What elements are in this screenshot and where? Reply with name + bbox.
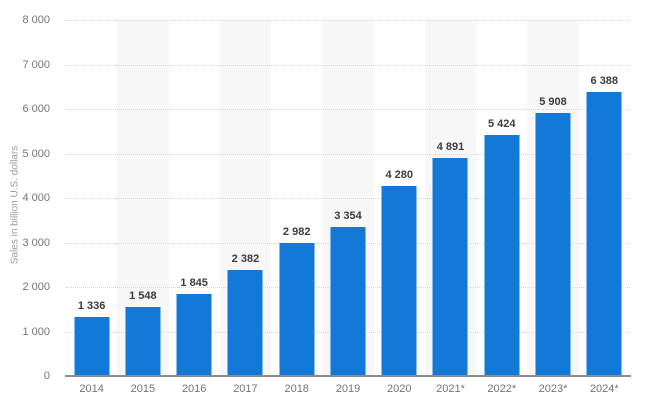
chart-column: 6 388 <box>579 20 630 376</box>
bar-value-label: 4 280 <box>385 168 413 181</box>
bar <box>330 226 366 376</box>
chart-column: 2 382 <box>220 20 271 376</box>
bar <box>125 307 161 376</box>
x-axis-tick-label: 2015 <box>130 383 156 395</box>
y-axis-tick-label: 3 000 <box>22 236 50 249</box>
chart-column: 5 424 <box>476 20 527 376</box>
y-axis-tick-label: 2 000 <box>22 281 50 293</box>
x-axis-tick-label: 2019 <box>335 383 361 395</box>
bar-value-label: 5 424 <box>487 117 516 130</box>
bar-columns: 1 336 1 548 1 845 2 382 2 982 3 354 4 280 4 891… <box>66 20 630 376</box>
gridline <box>66 109 630 110</box>
chart-column: 4 891 <box>425 20 476 376</box>
x-axis-tick-label: 2022* <box>487 383 517 395</box>
bar-value-label: 1 336 <box>77 299 106 312</box>
bar-value-label: 1 845 <box>180 276 208 289</box>
bar-value-label: 4 891 <box>436 141 465 154</box>
chart-column: 5 908 <box>527 20 578 376</box>
gridline <box>66 153 630 155</box>
gridline <box>66 198 630 199</box>
x-axis-tick-labels: 2014 2015 2016 2017 2018 2019 2020 2021* 2022* 20… <box>66 383 630 395</box>
y-axis-tick-label: 5 000 <box>22 147 50 160</box>
x-axis-tick-label: 2014 <box>79 383 104 395</box>
bar <box>74 316 110 376</box>
x-axis-tick-label: 2021* <box>436 383 465 395</box>
bar <box>535 113 571 376</box>
bar-value-label: 1 548 <box>129 290 157 303</box>
y-axis-tick-label: 6 000 <box>22 103 50 115</box>
x-axis-tick-label: 2023* <box>538 383 568 395</box>
bar <box>484 134 520 376</box>
bar <box>176 293 212 376</box>
y-axis-tick-label: 0 <box>43 370 50 382</box>
gridline <box>66 20 630 21</box>
x-axis-tick-label: 2017 <box>233 383 258 395</box>
bar <box>381 185 417 376</box>
chart-column: 1 845 <box>169 20 220 376</box>
x-axis-line <box>65 375 631 377</box>
bar <box>432 158 468 376</box>
bar <box>227 270 263 376</box>
chart-column: 1 548 <box>117 20 168 376</box>
bar <box>586 91 622 376</box>
x-axis-tick-label: 2016 <box>181 383 207 395</box>
bar <box>279 243 315 376</box>
bar-value-label: 5 908 <box>539 96 567 109</box>
chart-column: 3 354 <box>322 20 373 376</box>
bar-value-label: 2 382 <box>231 253 260 266</box>
y-axis-tick-label: 4 000 <box>22 192 50 204</box>
gridline <box>66 64 630 66</box>
bar-value-label: 3 354 <box>334 209 362 222</box>
chart-column: 4 280 <box>374 20 425 376</box>
x-axis-tick-label: 2020 <box>386 383 412 395</box>
y-axis-tick-label: 8 000 <box>22 14 50 26</box>
chart-column: 1 336 <box>66 20 117 376</box>
x-axis-tick-label: 2018 <box>284 383 309 395</box>
bar-value-label: 6 388 <box>590 74 619 87</box>
y-axis-tick-label: 1 000 <box>22 325 50 338</box>
y-axis-tick-labels: 8 000 7 000 6 000 5 000 4 000 3 000 2 000 1 000… <box>0 14 56 382</box>
x-axis-tick-label: 2024* <box>589 383 619 395</box>
y-axis-tick-label: 7 000 <box>22 58 50 71</box>
chart-column: 2 982 <box>271 20 322 376</box>
plot-area: 1 336 1 548 1 845 2 382 2 982 3 354 4 280 4 891… <box>66 20 630 376</box>
bar-value-label: 2 982 <box>282 226 311 239</box>
